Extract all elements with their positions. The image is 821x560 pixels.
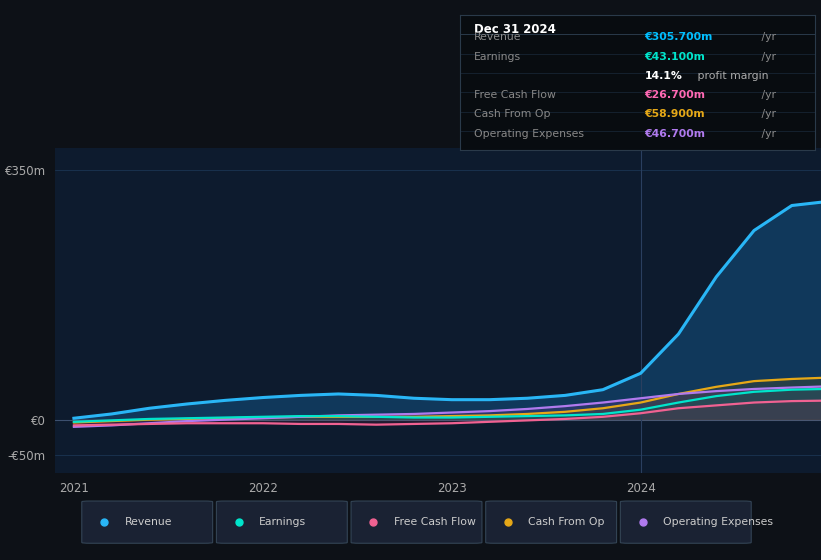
Text: profit margin: profit margin <box>695 71 769 81</box>
Text: Revenue: Revenue <box>125 517 172 527</box>
Text: €43.100m: €43.100m <box>644 52 705 62</box>
Text: /yr: /yr <box>759 52 777 62</box>
Text: Revenue: Revenue <box>474 32 521 43</box>
Text: /yr: /yr <box>759 129 777 139</box>
Text: Cash From Op: Cash From Op <box>474 109 550 119</box>
Text: /yr: /yr <box>759 32 777 43</box>
FancyBboxPatch shape <box>351 501 482 543</box>
Text: Free Cash Flow: Free Cash Flow <box>474 90 556 100</box>
Text: /yr: /yr <box>759 109 777 119</box>
Text: /yr: /yr <box>759 90 777 100</box>
Text: Earnings: Earnings <box>474 52 521 62</box>
Text: Operating Expenses: Operating Expenses <box>663 517 773 527</box>
FancyBboxPatch shape <box>621 501 751 543</box>
Text: €46.700m: €46.700m <box>644 129 705 139</box>
FancyBboxPatch shape <box>217 501 347 543</box>
Text: Earnings: Earnings <box>259 517 306 527</box>
FancyBboxPatch shape <box>486 501 617 543</box>
Text: €58.900m: €58.900m <box>644 109 705 119</box>
Text: Cash From Op: Cash From Op <box>529 517 605 527</box>
Text: €26.700m: €26.700m <box>644 90 705 100</box>
Text: 14.1%: 14.1% <box>644 71 682 81</box>
Text: Free Cash Flow: Free Cash Flow <box>394 517 475 527</box>
Text: Dec 31 2024: Dec 31 2024 <box>474 23 556 36</box>
Text: Operating Expenses: Operating Expenses <box>474 129 584 139</box>
FancyBboxPatch shape <box>82 501 213 543</box>
Text: €305.700m: €305.700m <box>644 32 713 43</box>
